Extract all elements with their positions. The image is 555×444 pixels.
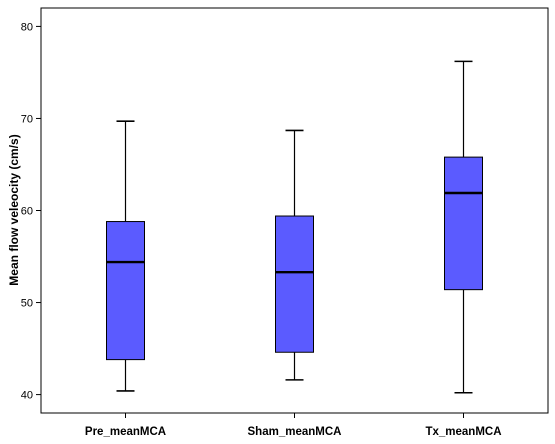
box-Sham_meanMCA [275,129,314,381]
iqr-box [106,221,145,361]
x-category-label: Sham_meanMCA [248,426,342,438]
x-category-label: Pre_meanMCA [85,426,166,438]
box-Tx_meanMCA [444,60,483,394]
iqr-box [444,156,483,291]
y-tick-label: 70 [21,113,33,125]
y-axis: 40 50 60 70 80 [21,21,41,402]
y-tick-label: 40 [21,390,33,402]
x-category-label: Tx_meanMCA [425,426,501,438]
y-tick-label: 80 [21,21,33,33]
y-tick-label: 50 [21,298,33,310]
boxes-layer [106,60,483,394]
box-Pre_meanMCA [106,120,145,392]
x-axis: Pre_meanMCA Sham_meanMCA Tx_meanMCA [85,413,502,438]
y-axis-title: Mean flow veleocity (cm/s) [7,134,21,285]
y-tick-label: 60 [21,206,33,218]
iqr-box [275,215,314,353]
